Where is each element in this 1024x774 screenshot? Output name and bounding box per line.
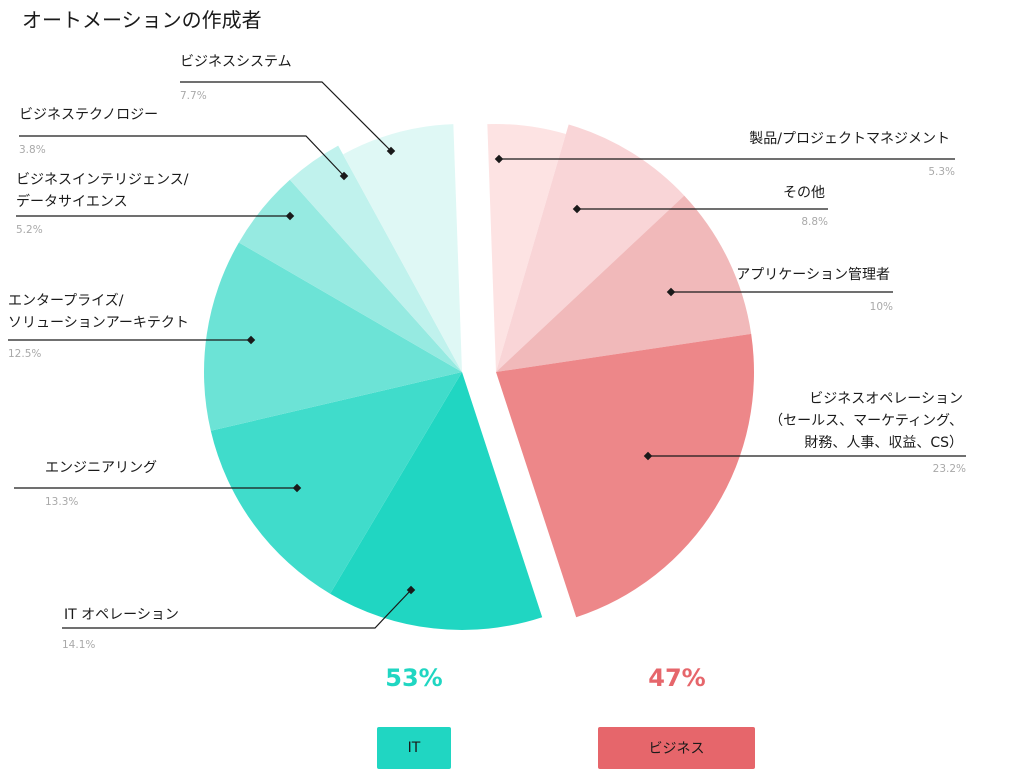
slice-label: ビジネスインテリジェンス/データサイエンス (16, 172, 189, 210)
slice-label: エンジニアリング (45, 460, 157, 476)
pie-slice (487, 124, 566, 373)
leader-marker (386, 146, 396, 156)
leader-line (62, 589, 412, 629)
legend-it: IT (377, 727, 451, 769)
pie-slice (496, 124, 685, 372)
business-total-percent: 47% (648, 664, 706, 692)
leader-marker (666, 287, 676, 297)
slice-percent: 5.3% (928, 166, 955, 178)
leader-marker (643, 451, 653, 461)
leader-marker (285, 211, 295, 221)
leader-marker (406, 585, 416, 595)
slice-label: IT オペレーション (64, 607, 179, 623)
leader-marker (339, 171, 349, 181)
pie-slice (289, 145, 462, 372)
slice-label: ビジネスオペレーション（セールス、マーケティング、財務、人事、収益、CS） (769, 391, 963, 451)
slice-label: エンタープライズ/ソリューションアーキテクト (8, 293, 189, 331)
slice-labels: 製品/プロジェクトマネジメント 5.3% その他 8.8% アプリケーション管理者 10%… (8, 54, 966, 651)
legend-business: ビジネス (598, 727, 755, 769)
slice-percent: 7.7% (180, 90, 207, 102)
slice-percent: 10% (870, 301, 893, 313)
leader-marker (292, 483, 302, 493)
slice-label: 製品/プロジェクトマネジメント (749, 131, 950, 147)
slice-percent: 3.8% (19, 144, 46, 156)
leader-marker (494, 154, 504, 164)
pie-slice (210, 372, 462, 594)
slice-percent: 14.1% (62, 639, 95, 651)
pie-slice (496, 195, 752, 372)
slice-label: その他 (783, 185, 825, 201)
slice-label: ビジネステクノロジー (19, 107, 158, 123)
it-total-percent: 53% (385, 664, 443, 692)
chart-title: オートメーションの作成者 (22, 8, 262, 32)
slice-percent: 8.8% (801, 216, 828, 228)
leader-line (180, 81, 392, 152)
slice-label: アプリケーション管理者 (736, 267, 890, 283)
pie-slice (238, 179, 462, 372)
slice-percent: 5.2% (16, 224, 43, 236)
pie-slice (342, 124, 462, 372)
pie-slice (203, 242, 462, 431)
slice-percent: 23.2% (933, 463, 966, 475)
pie-slice (330, 372, 543, 630)
slice-percent: 13.3% (45, 496, 78, 508)
pie-slice (496, 333, 754, 618)
pie-slices (203, 124, 754, 630)
slice-percent: 12.5% (8, 348, 41, 360)
slice-label: ビジネスシステム (180, 54, 292, 70)
leader-marker (246, 335, 256, 345)
leader-line (19, 135, 345, 177)
